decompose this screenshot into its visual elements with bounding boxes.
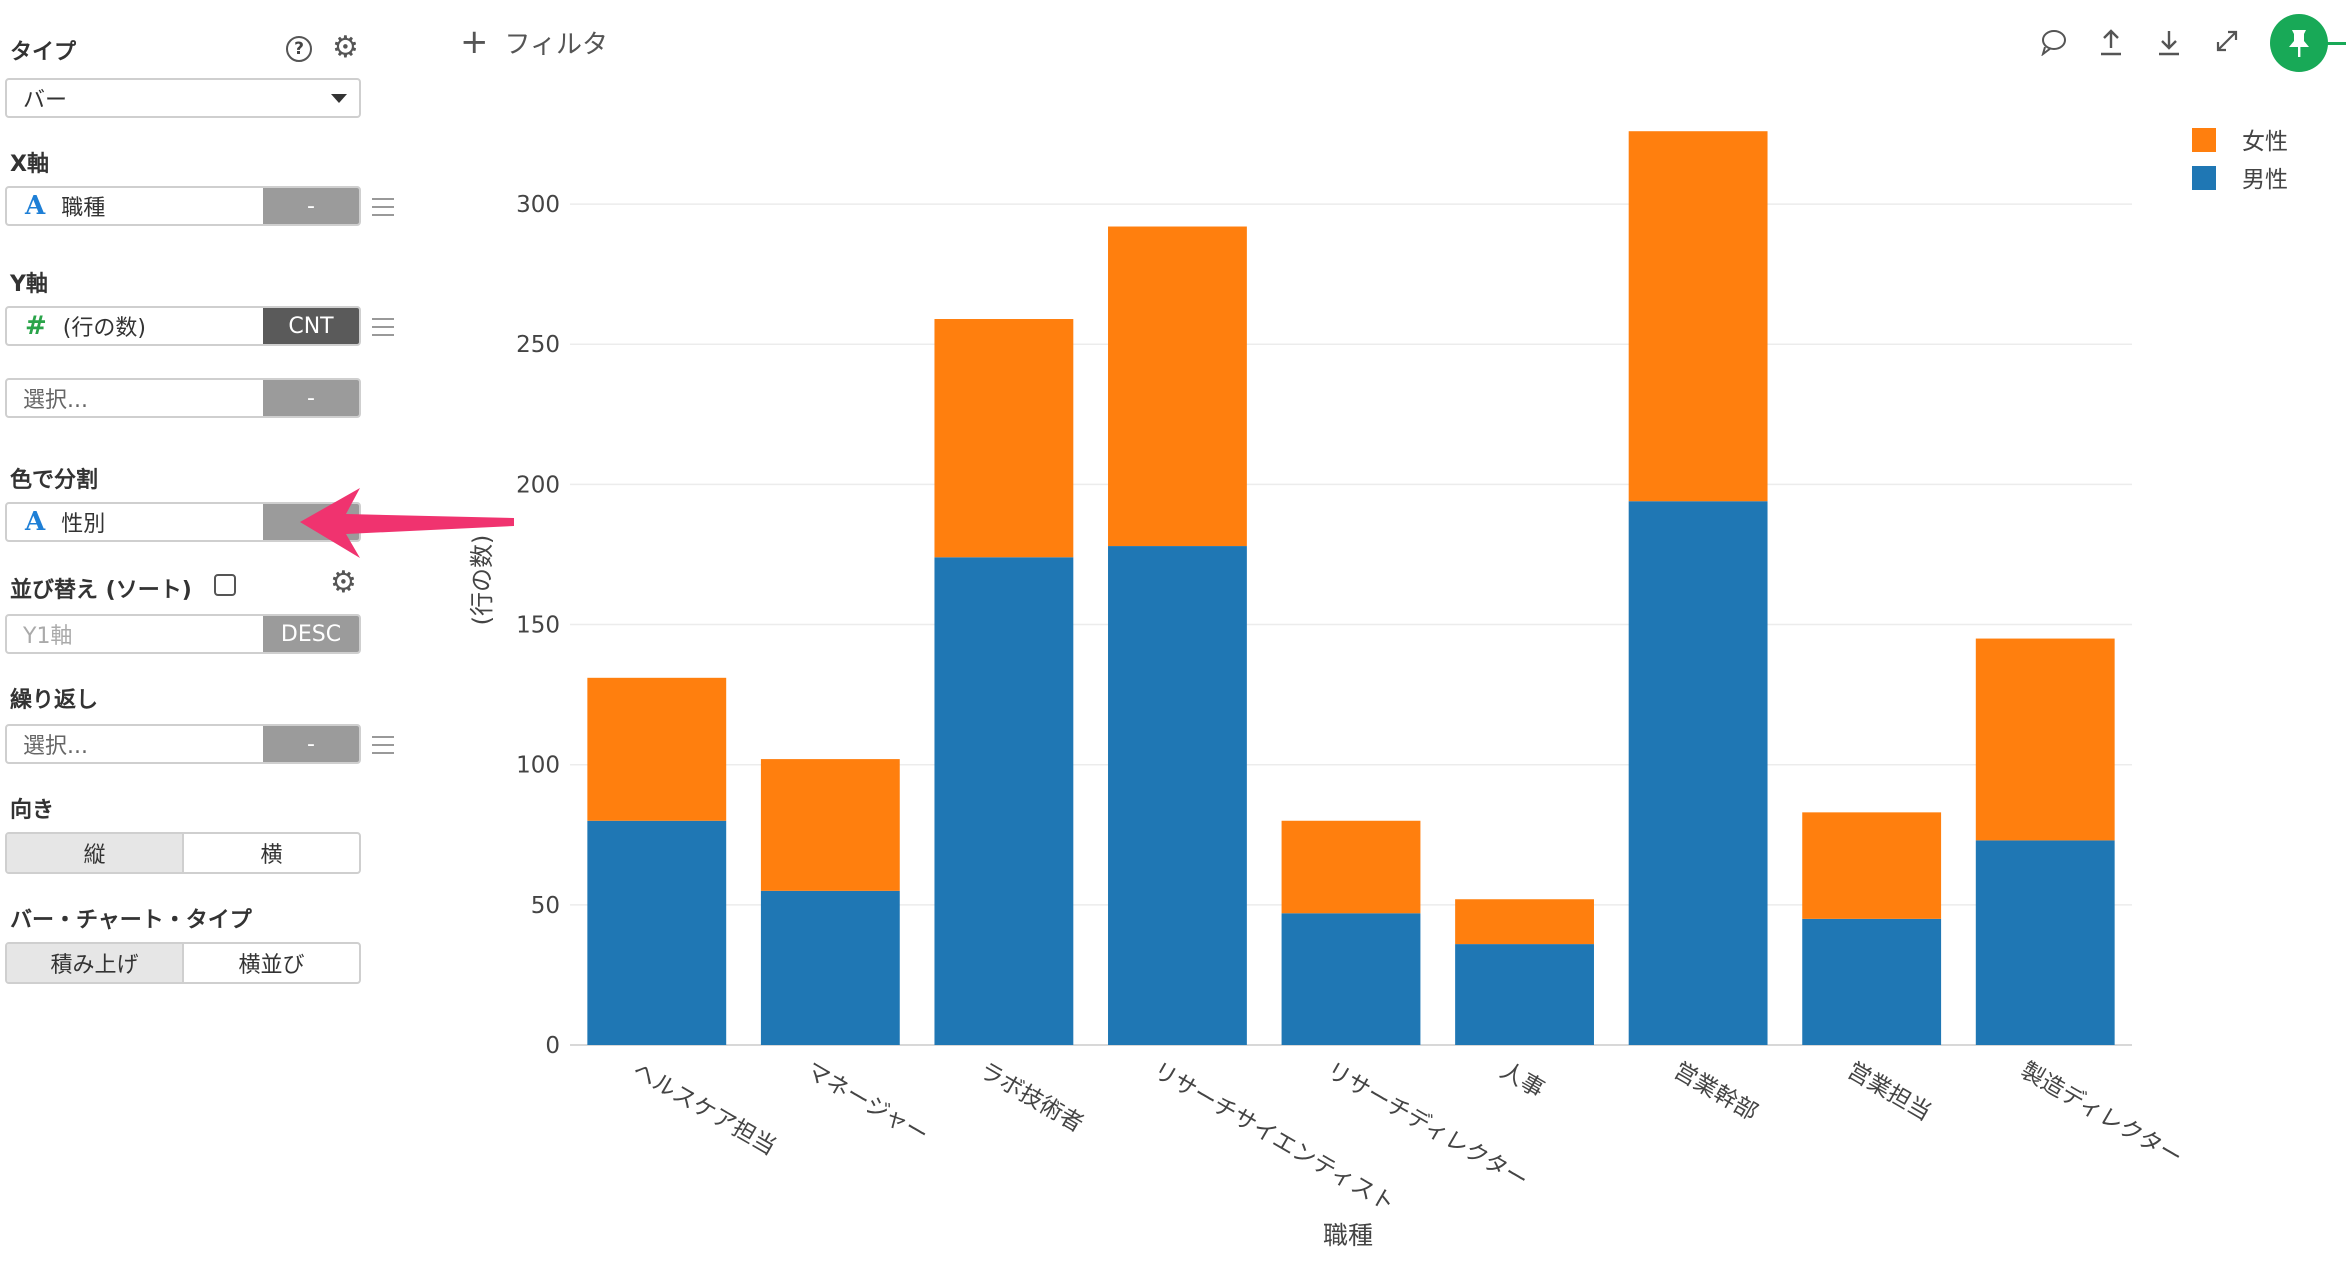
y-axis-menu-icon[interactable] xyxy=(372,318,394,336)
chevron-down-icon xyxy=(331,94,347,103)
text-type-icon: A xyxy=(25,507,46,537)
x-tick-label: 営業幹部 xyxy=(1669,1058,1762,1127)
orientation-toggle: 縦 横 xyxy=(5,832,361,874)
bar-segment[interactable] xyxy=(1108,546,1247,1045)
bar-segment[interactable] xyxy=(1628,131,1768,502)
expand-icon[interactable] xyxy=(2214,28,2240,54)
bar-segment[interactable] xyxy=(1281,913,1421,1045)
gear-icon[interactable]: ⚙ xyxy=(332,30,359,65)
bar-segment[interactable] xyxy=(1281,820,1421,914)
sort-checkbox[interactable] xyxy=(214,574,236,596)
color-split-label: 色で分割 xyxy=(10,468,99,493)
color-split-value: 性別 xyxy=(61,512,106,537)
bar-segment[interactable] xyxy=(1975,840,2115,1045)
y-axis-field[interactable]: # (行の数) CNT xyxy=(5,306,361,346)
y-axis-title: (行の数) xyxy=(468,535,496,626)
settings-panel: タイプ ? ⚙ バー X軸 A 職種 - Y軸 # (行の数) CNT 選択..… xyxy=(0,0,420,1262)
orientation-horizontal[interactable]: 横 xyxy=(260,843,283,868)
y-tick-label: 200 xyxy=(516,472,560,498)
repeat-menu-icon[interactable] xyxy=(372,736,394,754)
orientation-vertical[interactable]: 縦 xyxy=(7,834,184,872)
bar-segment[interactable] xyxy=(934,557,1074,1045)
y2-axis-placeholder: 選択... xyxy=(23,388,88,413)
bar-type-label: バー・チャート・タイプ xyxy=(10,908,252,933)
sort-order-button[interactable]: DESC xyxy=(263,616,359,652)
x-axis-field[interactable]: A 職種 - xyxy=(5,186,361,226)
bar-segment[interactable] xyxy=(587,820,727,1045)
type-label: タイプ xyxy=(10,40,77,65)
annotation-arrow xyxy=(300,488,514,558)
y-tick-label: 300 xyxy=(516,192,560,218)
bar-segment[interactable] xyxy=(1802,812,1942,919)
sort-placeholder: Y1軸 xyxy=(23,624,73,649)
x-tick-label: ラボ技術者 xyxy=(975,1058,1088,1138)
x-axis-menu-icon[interactable] xyxy=(372,198,394,216)
y-axis-agg-button[interactable]: CNT xyxy=(263,308,359,344)
type-select[interactable]: バー xyxy=(5,78,361,118)
pin-icon xyxy=(2289,30,2309,57)
y-tick-label: 0 xyxy=(545,1033,560,1059)
y-tick-label: 150 xyxy=(516,613,560,639)
plus-icon: + xyxy=(460,22,489,62)
x-axis-value: 職種 xyxy=(61,196,106,221)
x-tick-label: 製造ディレクター xyxy=(2016,1058,2186,1171)
repeat-agg-button[interactable]: - xyxy=(263,726,359,762)
bar-segment[interactable] xyxy=(760,759,900,891)
comment-icon[interactable] xyxy=(2040,28,2068,56)
help-icon[interactable]: ? xyxy=(286,36,312,62)
legend-label[interactable]: 女性 xyxy=(2242,129,2288,155)
x-axis-agg-button[interactable]: - xyxy=(263,188,359,224)
filter-label: フィルタ xyxy=(504,29,608,60)
pin-connector xyxy=(2326,42,2346,45)
x-axis-title: 職種 xyxy=(1323,1221,1373,1250)
legend-label[interactable]: 男性 xyxy=(2242,167,2288,193)
bar-segment[interactable] xyxy=(760,890,900,1045)
upload-icon[interactable] xyxy=(2098,28,2124,56)
bar-type-grouped[interactable]: 横並び xyxy=(238,953,305,978)
x-tick-label: ヘルスケア担当 xyxy=(628,1058,780,1161)
bar-segment[interactable] xyxy=(1455,944,1594,1045)
text-type-icon: A xyxy=(25,191,46,221)
orientation-label: 向き xyxy=(10,798,55,823)
bar-segment[interactable] xyxy=(1628,501,1768,1045)
bar-segment[interactable] xyxy=(587,677,727,821)
y2-axis-agg-button[interactable]: - xyxy=(263,380,359,416)
y2-axis-field[interactable]: 選択... - xyxy=(5,378,361,418)
type-select-value: バー xyxy=(23,88,68,113)
repeat-label: 繰り返し xyxy=(10,688,99,713)
x-axis-label: X軸 xyxy=(10,152,49,177)
y-tick-label: 250 xyxy=(516,332,560,358)
x-tick-label: 人事 xyxy=(1496,1058,1549,1104)
y-axis-value: (行の数) xyxy=(62,316,146,341)
bar-segment[interactable] xyxy=(1108,226,1247,547)
number-type-icon: # xyxy=(25,311,47,341)
repeat-placeholder: 選択... xyxy=(23,734,88,759)
pin-button[interactable] xyxy=(2270,14,2328,72)
y-tick-label: 50 xyxy=(531,893,560,919)
bar-type-toggle: 積み上げ 横並び xyxy=(5,942,361,984)
bar-segment[interactable] xyxy=(934,319,1074,558)
y-axis-label: Y軸 xyxy=(10,272,48,297)
download-icon[interactable] xyxy=(2156,28,2182,56)
bar-segment[interactable] xyxy=(1455,899,1594,945)
bar-segment[interactable] xyxy=(1802,918,1942,1045)
sort-gear-icon[interactable]: ⚙ xyxy=(330,565,357,600)
x-tick-label: マネージャー xyxy=(801,1058,932,1149)
y-tick-label: 100 xyxy=(516,753,560,779)
repeat-field[interactable]: 選択... - xyxy=(5,724,361,764)
x-tick-label: 営業担当 xyxy=(1843,1058,1936,1127)
add-filter-button[interactable]: + フィルタ xyxy=(460,22,608,62)
bar-type-stacked[interactable]: 積み上げ xyxy=(7,944,184,982)
sort-label: 並び替え (ソート) xyxy=(10,578,192,603)
legend-swatch xyxy=(2192,128,2216,152)
legend-swatch xyxy=(2192,166,2216,190)
bar-segment[interactable] xyxy=(1975,638,2115,841)
sort-field[interactable]: Y1軸 DESC xyxy=(5,614,361,654)
